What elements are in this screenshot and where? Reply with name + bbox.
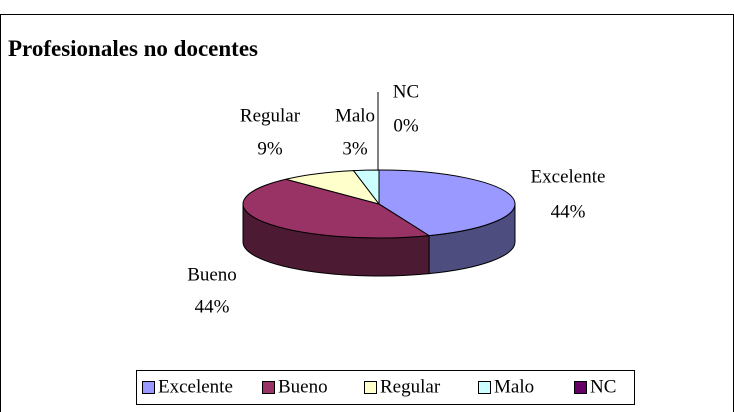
slice <box>242 178 431 239</box>
legend-label: Malo <box>494 376 534 397</box>
legend-swatch <box>364 381 377 394</box>
chart-title: Profesionales no docentes <box>8 36 258 61</box>
legend-label: Excelente <box>158 376 233 397</box>
data-label-value: 3% <box>342 138 368 159</box>
legend-swatch <box>142 381 155 394</box>
data-label-name: Malo <box>335 105 375 126</box>
data-label-name: Regular <box>240 105 301 126</box>
slice <box>378 169 516 237</box>
legend-swatch <box>478 381 491 394</box>
legend-label: NC <box>590 376 616 397</box>
legend-label: Regular <box>380 376 441 397</box>
data-label-value: 9% <box>257 138 283 159</box>
data-label-value: 44% <box>195 296 230 317</box>
data-label-value: 0% <box>393 115 419 136</box>
legend-swatch <box>574 381 587 394</box>
data-label-name: Excelente <box>531 166 606 187</box>
data-label-name: Bueno <box>187 264 237 285</box>
legend-label: Bueno <box>278 376 328 397</box>
legend-swatch <box>262 381 275 394</box>
data-label-value: 44% <box>551 201 586 222</box>
data-label-name: NC <box>393 81 419 102</box>
legend-frame <box>136 370 635 405</box>
